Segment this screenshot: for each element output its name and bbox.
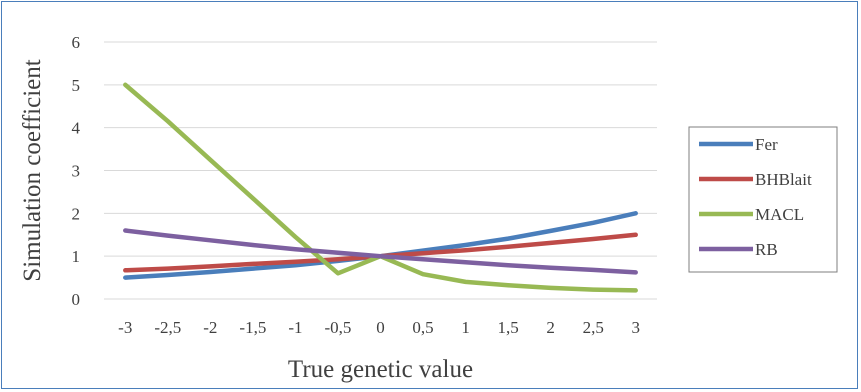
y-tick-label: 1 — [72, 247, 81, 266]
x-axis-title: True genetic value — [288, 356, 473, 383]
x-tick-label: -3 — [118, 318, 132, 337]
y-tick-label: 3 — [72, 162, 81, 181]
x-tick-label: -1,5 — [239, 318, 266, 337]
gridlines — [104, 41, 657, 300]
y-tick-label: 2 — [72, 204, 81, 223]
x-tick-label: -2,5 — [154, 318, 181, 337]
legend: Fer BHBlait MACL RB — [688, 126, 838, 273]
y-tick-label: 6 — [72, 33, 81, 52]
y-axis-title: Simulation coefficient — [19, 59, 46, 281]
y-axis-ticks: 0 1 2 3 4 5 6 — [72, 33, 81, 309]
x-tick-label: 1,5 — [497, 318, 518, 337]
x-axis-ticks: -3 -2,5 -2 -1,5 -1 -0,5 0 0,5 1 1,5 2 2,5 3 — [118, 318, 640, 337]
series-line-rb — [123, 228, 638, 275]
legend-label-bhblait: BHBlait — [755, 170, 812, 189]
y-tick-label: 4 — [72, 119, 81, 138]
legend-label-rb: RB — [755, 240, 778, 259]
x-tick-label: -0,5 — [325, 318, 352, 337]
x-tick-label: 2 — [546, 318, 555, 337]
y-tick-label: 5 — [72, 76, 81, 95]
x-tick-label: 2,5 — [583, 318, 604, 337]
x-tick-label: -2 — [203, 318, 217, 337]
x-tick-label: 0 — [376, 318, 385, 337]
x-tick-label: 3 — [631, 318, 640, 337]
legend-label-fer: Fer — [755, 135, 778, 154]
legend-label-macl: MACL — [755, 205, 804, 224]
y-tick-label: 0 — [72, 290, 81, 309]
x-tick-label: -1 — [288, 318, 302, 337]
x-tick-label: 0,5 — [412, 318, 433, 337]
series-line-macl — [123, 82, 638, 293]
x-tick-label: 1 — [461, 318, 470, 337]
series-lines — [123, 82, 638, 293]
